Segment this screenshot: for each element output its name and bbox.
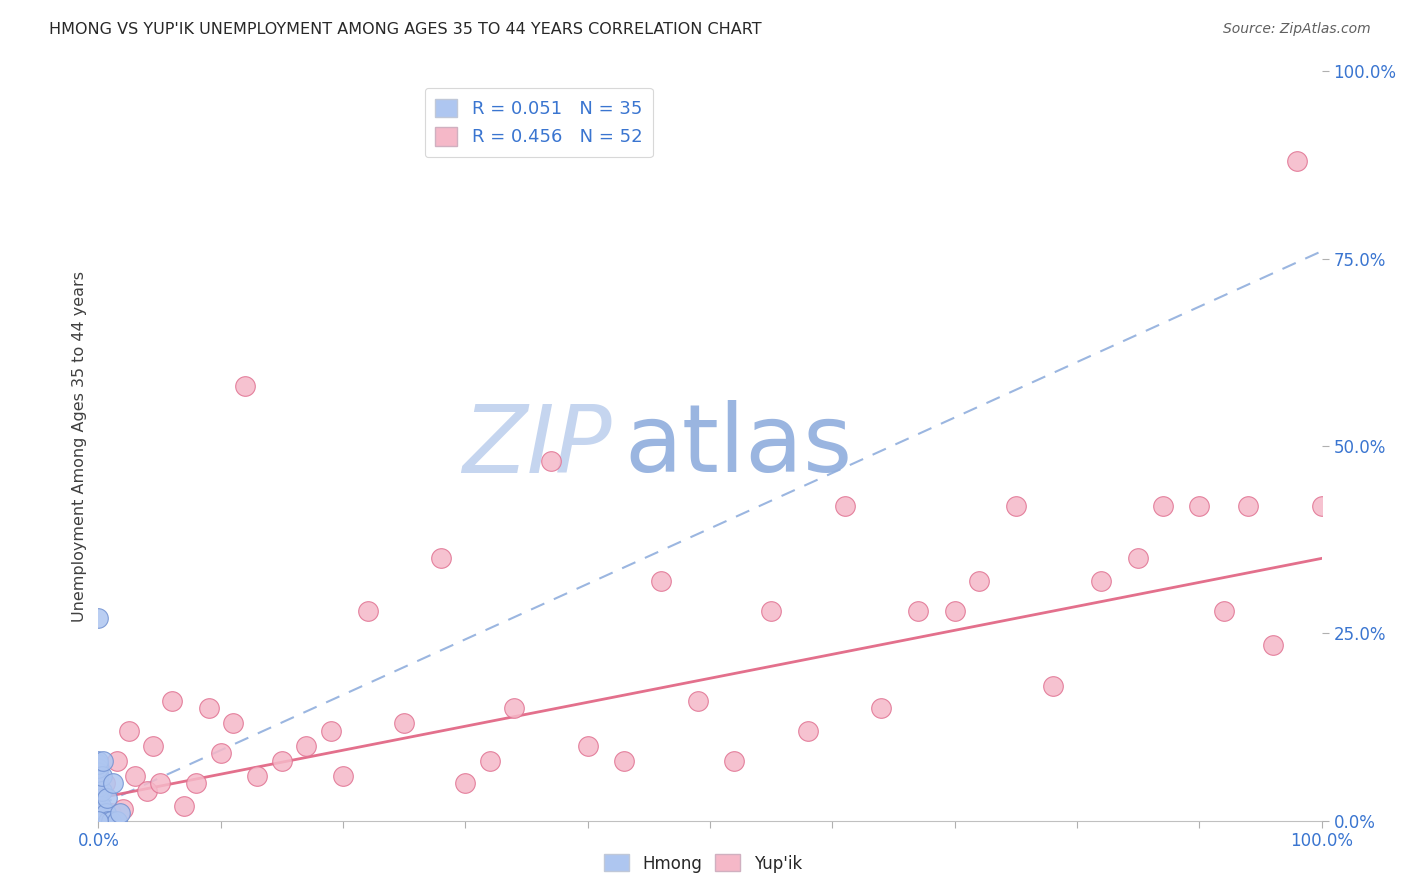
Point <box>834 499 856 513</box>
Point <box>87 769 110 783</box>
Point <box>87 754 110 768</box>
Point <box>430 551 453 566</box>
Point <box>797 723 820 738</box>
Point <box>87 764 110 779</box>
Point <box>94 806 117 821</box>
Point <box>1237 499 1260 513</box>
Point <box>1042 679 1064 693</box>
Point <box>87 806 110 821</box>
Point <box>576 739 599 753</box>
Point <box>967 574 990 588</box>
Point <box>87 788 110 802</box>
Point <box>87 814 110 828</box>
Point <box>870 701 893 715</box>
Point <box>392 716 416 731</box>
Point <box>454 776 477 790</box>
Point <box>93 776 115 790</box>
Point <box>124 769 146 783</box>
Point <box>142 739 165 753</box>
Point <box>186 776 208 790</box>
Point <box>87 806 110 821</box>
Point <box>105 814 128 828</box>
Point <box>149 776 172 790</box>
Text: Source: ZipAtlas.com: Source: ZipAtlas.com <box>1223 22 1371 37</box>
Point <box>270 754 294 768</box>
Point <box>90 814 112 828</box>
Point <box>686 694 709 708</box>
Point <box>723 754 745 768</box>
Point <box>118 723 141 738</box>
Point <box>503 701 526 715</box>
Text: atlas: atlas <box>624 400 852 492</box>
Point <box>97 814 120 828</box>
Point <box>233 379 256 393</box>
Point <box>91 769 114 783</box>
Point <box>650 574 672 588</box>
Point <box>907 604 929 618</box>
Point <box>173 798 195 813</box>
Legend: R = 0.051   N = 35, R = 0.456   N = 52: R = 0.051 N = 35, R = 0.456 N = 52 <box>425 88 652 157</box>
Point <box>87 791 110 805</box>
Point <box>1212 604 1234 618</box>
Point <box>91 754 114 768</box>
Point <box>87 761 110 775</box>
Point <box>87 798 110 813</box>
Point <box>87 776 110 790</box>
Point <box>943 604 966 618</box>
Point <box>93 814 115 828</box>
Point <box>613 754 636 768</box>
Point <box>222 716 245 731</box>
Point <box>478 754 501 768</box>
Point <box>1128 551 1150 566</box>
Point <box>540 454 562 468</box>
Point <box>87 814 110 828</box>
Text: ZIP: ZIP <box>463 401 612 491</box>
Text: HMONG VS YUP'IK UNEMPLOYMENT AMONG AGES 35 TO 44 YEARS CORRELATION CHART: HMONG VS YUP'IK UNEMPLOYMENT AMONG AGES … <box>49 22 762 37</box>
Point <box>87 757 110 772</box>
Point <box>101 776 124 790</box>
Point <box>100 806 122 821</box>
Point <box>87 772 110 787</box>
Point <box>209 746 232 760</box>
Y-axis label: Unemployment Among Ages 35 to 44 years: Unemployment Among Ages 35 to 44 years <box>72 270 87 622</box>
Point <box>91 783 114 797</box>
Point <box>1310 499 1333 513</box>
Point <box>197 701 219 715</box>
Point <box>1004 499 1026 513</box>
Point <box>87 795 110 809</box>
Point <box>96 791 118 805</box>
Point <box>87 802 110 816</box>
Point <box>87 783 110 797</box>
Point <box>1188 499 1211 513</box>
Point <box>761 604 783 618</box>
Point <box>100 814 122 828</box>
Point <box>332 769 354 783</box>
Point <box>87 611 110 625</box>
Point <box>246 769 269 783</box>
Point <box>1090 574 1112 588</box>
Point <box>319 723 342 738</box>
Point <box>111 802 134 816</box>
Point <box>105 754 128 768</box>
Point <box>136 783 159 797</box>
Point <box>87 814 110 828</box>
Point <box>87 814 110 828</box>
Point <box>110 806 132 821</box>
Legend: Hmong, Yup'ik: Hmong, Yup'ik <box>598 847 808 880</box>
Point <box>160 694 183 708</box>
Point <box>1152 499 1174 513</box>
Point <box>90 798 112 813</box>
Point <box>295 739 318 753</box>
Point <box>87 798 110 813</box>
Point <box>1261 638 1284 652</box>
Point <box>87 780 110 794</box>
Point <box>87 814 110 828</box>
Point <box>356 604 378 618</box>
Point <box>1286 154 1309 169</box>
